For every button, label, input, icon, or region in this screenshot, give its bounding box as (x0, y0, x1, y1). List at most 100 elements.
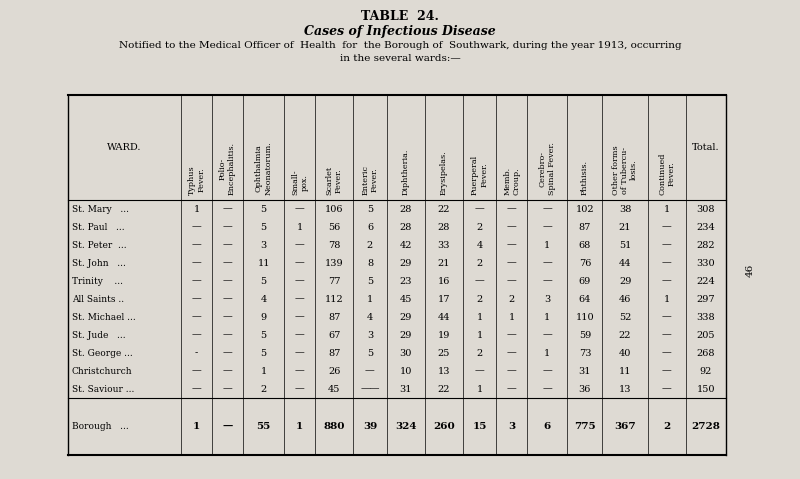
Text: —: — (192, 223, 202, 231)
Text: —: — (507, 223, 517, 231)
Text: Diphtheria.: Diphtheria. (402, 148, 410, 195)
Text: 52: 52 (619, 312, 631, 321)
Text: —: — (662, 349, 672, 357)
Text: 1: 1 (509, 312, 515, 321)
Text: 13: 13 (438, 366, 450, 376)
Text: 68: 68 (578, 240, 591, 250)
Text: 13: 13 (619, 385, 631, 394)
Text: St. Jude   ...: St. Jude ... (72, 331, 126, 340)
Text: —: — (507, 385, 517, 394)
Text: 15: 15 (473, 422, 487, 431)
Text: —: — (542, 366, 552, 376)
Text: 69: 69 (578, 276, 591, 285)
Text: TABLE  24.: TABLE 24. (361, 10, 439, 23)
Text: —: — (507, 349, 517, 357)
Text: 29: 29 (399, 259, 412, 267)
Text: 5: 5 (261, 276, 266, 285)
Text: 880: 880 (323, 422, 345, 431)
Text: 29: 29 (619, 276, 631, 285)
Text: 44: 44 (619, 259, 631, 267)
Text: 150: 150 (697, 385, 715, 394)
Text: St. Paul   ...: St. Paul ... (72, 223, 125, 231)
Text: 330: 330 (697, 259, 715, 267)
Text: 2: 2 (477, 295, 482, 304)
Text: 3: 3 (508, 422, 515, 431)
Text: —: — (222, 385, 232, 394)
Text: —: — (192, 240, 202, 250)
Text: —: — (222, 422, 233, 431)
Text: —: — (295, 205, 305, 214)
Text: —: — (192, 331, 202, 340)
Text: —: — (662, 223, 672, 231)
Text: —: — (222, 276, 232, 285)
Text: 1: 1 (544, 312, 550, 321)
Text: St. Mary   ...: St. Mary ... (72, 205, 129, 214)
Text: Memb.
Croup.: Memb. Croup. (503, 167, 520, 195)
Text: 31: 31 (399, 385, 412, 394)
Text: 2: 2 (477, 349, 482, 357)
Text: 87: 87 (578, 223, 591, 231)
Text: 4: 4 (367, 312, 373, 321)
Text: St. John   ...: St. John ... (72, 259, 126, 267)
Text: 22: 22 (438, 385, 450, 394)
Text: Phthisis.: Phthisis. (581, 160, 589, 195)
Text: 5: 5 (261, 349, 266, 357)
Text: 28: 28 (399, 223, 412, 231)
Text: WARD.: WARD. (107, 143, 142, 152)
Text: 106: 106 (325, 205, 343, 214)
Text: 46: 46 (619, 295, 631, 304)
Text: 6: 6 (367, 223, 373, 231)
Text: St. Michael ...: St. Michael ... (72, 312, 136, 321)
Text: St. Saviour ...: St. Saviour ... (72, 385, 134, 394)
Text: 224: 224 (697, 276, 715, 285)
Text: —: — (222, 331, 232, 340)
Text: 8: 8 (367, 259, 373, 267)
Text: 1: 1 (296, 422, 303, 431)
Text: Christchurch: Christchurch (72, 366, 133, 376)
Text: —: — (662, 331, 672, 340)
Text: —: — (662, 240, 672, 250)
Text: 1: 1 (367, 295, 373, 304)
Text: —: — (474, 366, 485, 376)
Text: 46: 46 (746, 263, 754, 277)
Text: —: — (507, 240, 517, 250)
Text: —: — (222, 240, 232, 250)
Text: —: — (222, 295, 232, 304)
Text: —: — (542, 259, 552, 267)
Text: 77: 77 (328, 276, 340, 285)
Text: Total.: Total. (692, 143, 720, 152)
Text: 3: 3 (261, 240, 266, 250)
Text: —: — (507, 366, 517, 376)
Text: —: — (222, 259, 232, 267)
Text: 2: 2 (261, 385, 266, 394)
Text: 1: 1 (544, 349, 550, 357)
Text: —: — (222, 223, 232, 231)
Text: 42: 42 (399, 240, 412, 250)
Text: 2728: 2728 (691, 422, 720, 431)
Text: —: — (295, 312, 305, 321)
Text: 1: 1 (477, 312, 482, 321)
Text: 282: 282 (697, 240, 715, 250)
Text: 29: 29 (399, 312, 412, 321)
Text: Small-
pox.: Small- pox. (291, 170, 308, 195)
Text: —: — (474, 205, 485, 214)
Text: Polio-
Encephalitis.: Polio- Encephalitis. (218, 142, 236, 195)
Text: 4: 4 (261, 295, 266, 304)
Text: —: — (662, 312, 672, 321)
Text: 9: 9 (261, 312, 266, 321)
Text: —: — (295, 295, 305, 304)
Text: 5: 5 (367, 276, 373, 285)
Text: 39: 39 (363, 422, 377, 431)
Text: Scarlet
Fever.: Scarlet Fever. (326, 166, 342, 195)
Text: 110: 110 (575, 312, 594, 321)
Text: 5: 5 (367, 205, 373, 214)
Text: Erysipelas.: Erysipelas. (440, 150, 448, 195)
Text: 64: 64 (578, 295, 591, 304)
Text: 112: 112 (325, 295, 343, 304)
Text: 1: 1 (664, 205, 670, 214)
Text: 25: 25 (438, 349, 450, 357)
Text: 1: 1 (664, 295, 670, 304)
Text: 3: 3 (367, 331, 373, 340)
Text: 11: 11 (258, 259, 270, 267)
Text: —: — (222, 366, 232, 376)
